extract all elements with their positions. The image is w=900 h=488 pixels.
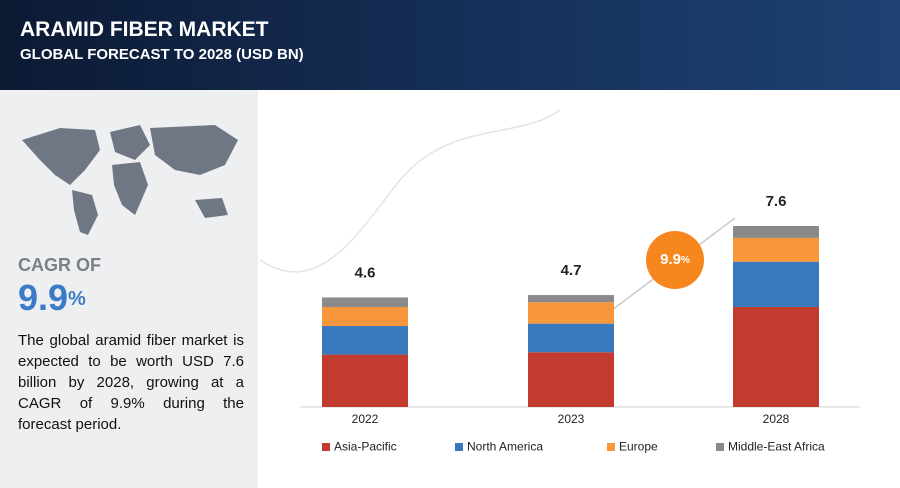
cagr-value: 9.9% (18, 277, 86, 318)
legend-label: Middle-East Africa (728, 440, 825, 454)
cagr-number: 9.9 (18, 277, 68, 318)
bar-segment (322, 354, 408, 407)
subtitle: GLOBAL FORECAST TO 2028 (USD BN) (20, 46, 304, 63)
x-tick-label: 2028 (763, 412, 790, 426)
bar-segment (528, 302, 614, 324)
world-map (22, 125, 238, 235)
legend-swatch (607, 443, 615, 451)
legend-label: Asia-Pacific (334, 440, 397, 454)
total-label: 4.6 (355, 264, 376, 281)
x-tick-label: 2023 (558, 412, 585, 426)
legend-label: Europe (619, 440, 658, 454)
total-label: 4.7 (561, 262, 582, 279)
cagr-bubble-unit: % (681, 255, 690, 266)
legend-swatch (322, 443, 330, 451)
decor-curve (259, 109, 561, 273)
bar-segment (733, 226, 819, 238)
bar-segment (733, 306, 819, 407)
bar-segment (733, 261, 819, 307)
x-tick-label: 2022 (352, 412, 379, 426)
cagr-bubble (646, 231, 704, 289)
total-label: 7.6 (766, 193, 787, 210)
bar-segment (322, 297, 408, 307)
bar-segment (528, 323, 614, 353)
bar-segment (528, 352, 614, 407)
bar-segment (322, 326, 408, 355)
cagr-label: CAGR OF (18, 255, 101, 275)
cagr-unit: % (68, 288, 86, 310)
legend-swatch (716, 443, 724, 451)
header-banner: ARAMID FIBER MARKET GLOBAL FORECAST TO 2… (0, 0, 900, 90)
legend-label: North America (467, 440, 543, 454)
cagr-bubble-text: 9.9% (660, 251, 690, 268)
bar-segment (733, 237, 819, 262)
legend-swatch (455, 443, 463, 451)
cagr-bubble-number: 9.9 (660, 251, 681, 268)
title: ARAMID FIBER MARKET (20, 18, 269, 41)
description: The global aramid fiber market is expect… (18, 332, 244, 433)
bar-segment (322, 306, 408, 327)
bar-segment (528, 295, 614, 303)
